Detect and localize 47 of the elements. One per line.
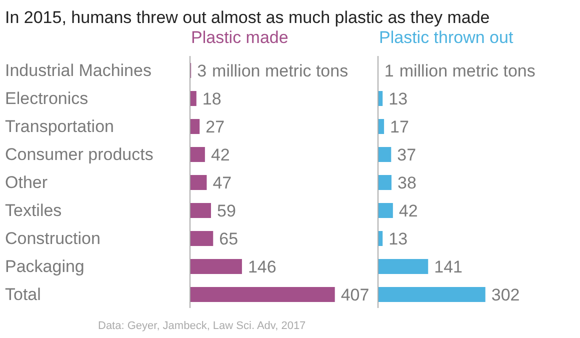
data-label: 42 [210, 146, 230, 164]
data-label: 1 [384, 62, 394, 80]
bar [190, 231, 214, 246]
y-tick-label: Electronics [5, 89, 88, 108]
bar [190, 175, 207, 190]
y-tick-label: Packaging [5, 257, 84, 276]
y-tick-label: Total [5, 285, 41, 304]
bar [378, 119, 384, 134]
bar [378, 259, 428, 274]
data-label: 42 [398, 202, 418, 220]
bar [190, 259, 242, 274]
data-label: 18 [202, 90, 222, 108]
data-label: 146 [248, 258, 276, 276]
data-label: 59 [217, 202, 236, 220]
data-label: 38 [398, 174, 416, 192]
data-label: 3 [197, 62, 207, 80]
data-label: 13 [388, 90, 408, 108]
bar [378, 203, 393, 218]
y-tick-label: Consumer products [5, 145, 154, 164]
annotation: million metric tons [212, 62, 348, 80]
data-label: 47 [212, 174, 232, 192]
bar [378, 287, 486, 302]
chart-title: In 2015, humans threw out almost as much plastic as they made [5, 8, 490, 28]
text: Data: Geyer, Jambeck, Law Sci. Adv, 2017 [98, 320, 306, 332]
data-label: 27 [206, 118, 225, 136]
series-label: Plastic thrown out [379, 28, 514, 48]
bar [190, 119, 200, 134]
data-label: 17 [390, 118, 409, 136]
series-label: Plastic made [191, 28, 288, 48]
bar [378, 147, 392, 162]
bar [190, 147, 205, 162]
bar [190, 203, 211, 218]
data-label: 13 [388, 230, 408, 248]
data-label: 65 [219, 230, 238, 248]
data-label: 37 [397, 146, 416, 164]
data-label: 302 [491, 286, 520, 304]
data-label: 141 [434, 258, 463, 276]
y-tick-label: Textiles [5, 201, 62, 220]
bar [378, 175, 392, 190]
annotation: million metric tons [399, 62, 536, 80]
bar [190, 91, 196, 106]
y-tick-label: Other [5, 173, 48, 192]
bar [190, 287, 335, 302]
data-label: 407 [340, 286, 370, 304]
y-tick-label: Industrial Machines [5, 61, 152, 80]
y-tick-label: Transportation [5, 117, 114, 136]
y-tick-label: Construction [5, 229, 100, 248]
